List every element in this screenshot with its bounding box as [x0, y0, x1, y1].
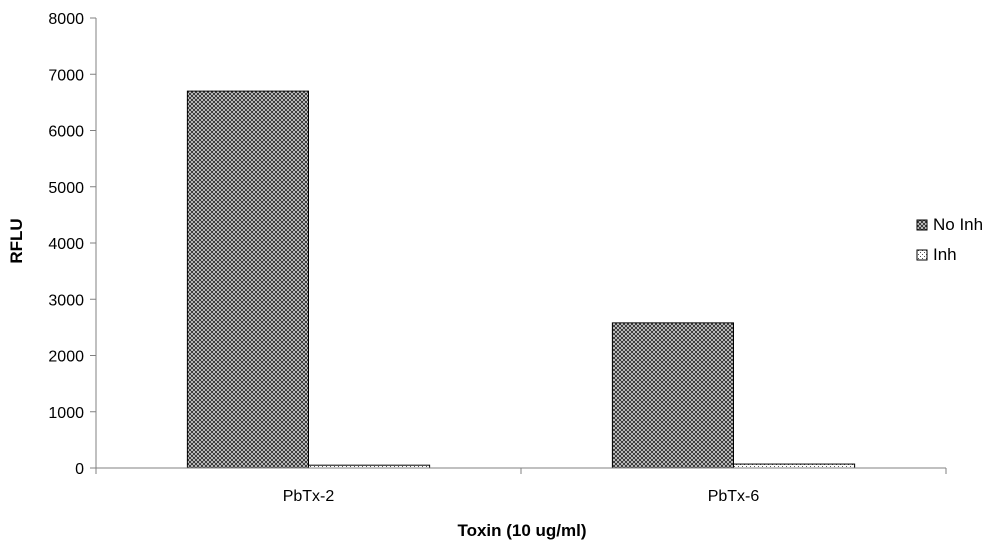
y-axis-ticks: 0 1000 2000 3000 4000 5000 6000 7000 8000	[48, 11, 96, 478]
y-tick-label: 8000	[48, 11, 84, 28]
y-tick-label: 7000	[48, 67, 84, 84]
y-axis-title: RFLU	[7, 218, 26, 263]
legend-swatch-no-inh	[916, 219, 928, 231]
x-axis-title: Toxin (10 ug/ml)	[457, 521, 586, 540]
bar-no-inh-pbtx-2	[186, 90, 309, 469]
legend: No Inh Inh	[907, 207, 993, 271]
y-tick-label: 2000	[48, 349, 84, 366]
x-axis-ticks: PbTx-2 PbTx-6	[95, 468, 947, 505]
y-tick-label: 3000	[48, 292, 84, 309]
x-tick-label: PbTx-2	[283, 488, 335, 505]
y-tick-label: 5000	[48, 180, 84, 197]
y-tick-label: 6000	[48, 124, 84, 141]
y-tick-label: 0	[75, 461, 84, 478]
legend-label-no-inh: No Inh	[933, 215, 983, 234]
bar-no-inh-pbtx-6	[611, 322, 734, 469]
bar-inh-pbtx-6	[733, 463, 856, 469]
legend-swatch-inh	[916, 249, 928, 261]
y-tick-label: 4000	[48, 236, 84, 253]
y-tick-label: 1000	[48, 405, 84, 422]
legend-label-inh: Inh	[933, 245, 957, 264]
bars	[186, 90, 856, 469]
x-tick-label: PbTx-6	[708, 488, 760, 505]
